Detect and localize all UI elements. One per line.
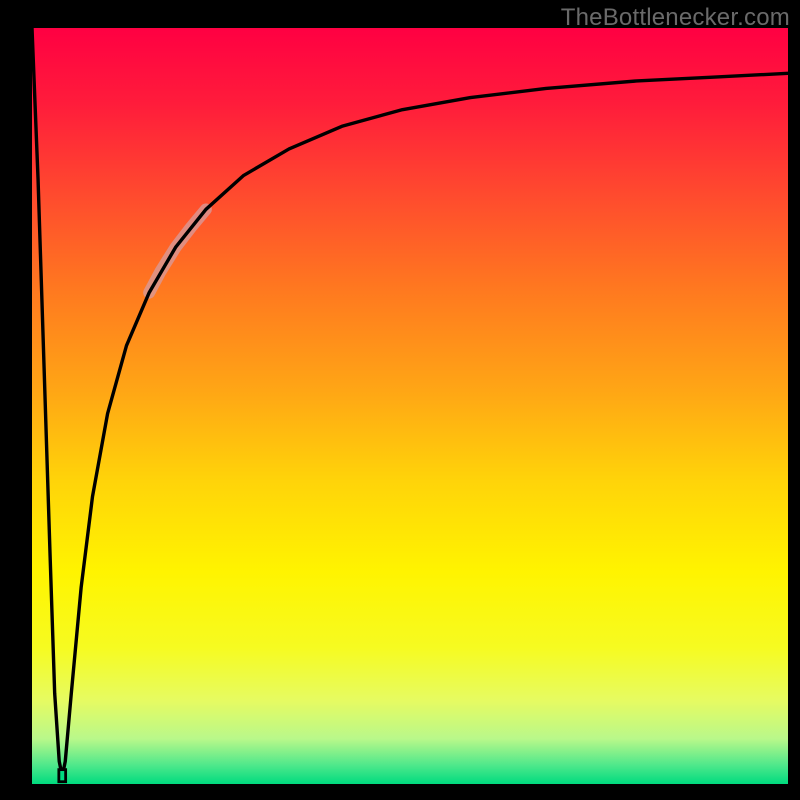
dip-bottom-cap <box>59 770 66 782</box>
watermark-text: TheBottlenecker.com <box>561 4 790 32</box>
plot-area <box>32 28 788 784</box>
gradient-background <box>32 28 788 784</box>
chart-frame: TheBottlenecker.com <box>0 0 800 800</box>
chart-svg <box>32 28 788 784</box>
